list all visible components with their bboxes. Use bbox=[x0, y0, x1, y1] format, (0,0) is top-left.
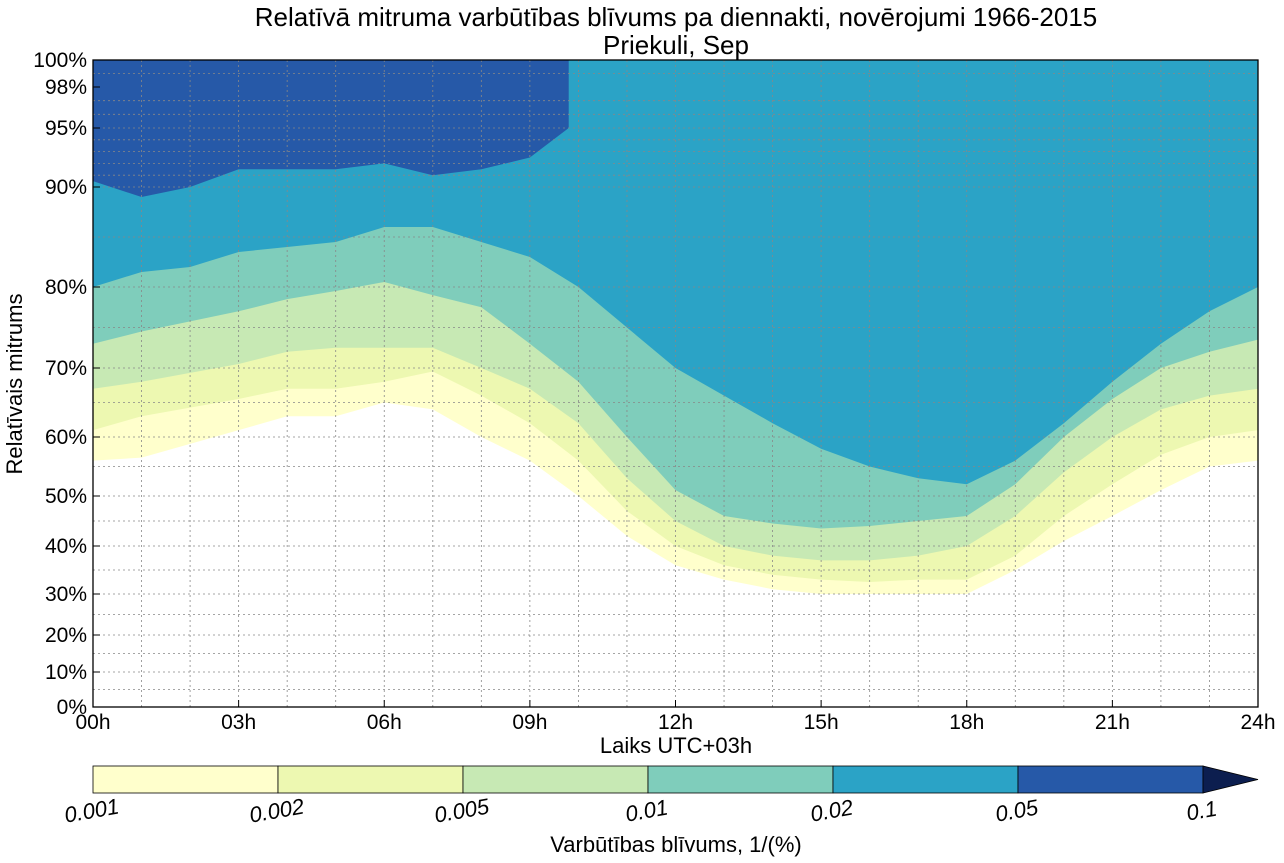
x-tick-label: 03h bbox=[221, 711, 256, 734]
colorbar-tick-label: 0.005 bbox=[432, 793, 491, 827]
x-axis-label: Laiks UTC+03h bbox=[600, 733, 752, 758]
x-tick-label: 09h bbox=[512, 711, 547, 734]
colorbar-segment bbox=[92, 765, 279, 794]
x-tick-label: 15h bbox=[804, 711, 839, 734]
colorbar-tick-label: 0.1 bbox=[1184, 796, 1218, 826]
x-tick-label: 12h bbox=[658, 711, 693, 734]
colorbar-extend-arrow bbox=[1202, 765, 1259, 794]
x-tick-label: 24h bbox=[1240, 711, 1275, 734]
grid-lines bbox=[93, 60, 1258, 707]
y-tick-label: 10% bbox=[45, 661, 87, 684]
x-tick-label: 21h bbox=[1095, 711, 1130, 734]
colorbar-segment bbox=[462, 765, 649, 794]
colorbar-segment bbox=[277, 765, 464, 794]
y-tick-label: 0% bbox=[57, 696, 87, 719]
colorbar: 0.001 0.002 0.005 0.01 0.02 0.05 0.1 bbox=[62, 765, 1259, 828]
colorbar-segment bbox=[832, 765, 1019, 794]
y-axis-label: Relatīvais mitrums bbox=[2, 294, 27, 475]
colorbar-tick-label: 0.002 bbox=[247, 794, 306, 828]
y-tick-label: 90% bbox=[45, 176, 87, 199]
colorbar-tick-label: 0.001 bbox=[62, 794, 121, 828]
y-tick-label: 98% bbox=[45, 76, 87, 99]
y-tick-label: 60% bbox=[45, 426, 87, 449]
y-tick-label: 50% bbox=[45, 485, 87, 508]
y-tick-label: 30% bbox=[45, 583, 87, 606]
x-tick-label: 18h bbox=[949, 711, 984, 734]
y-axis-ticks: 0% 10% 20% 30% 40% 50% 60% 70% 80% 90% 95% 98% 100% bbox=[33, 49, 100, 719]
colorbar-tick-label: 0.01 bbox=[623, 795, 670, 827]
y-tick-label: 80% bbox=[45, 276, 87, 299]
y-tick-label: 95% bbox=[45, 117, 87, 140]
colorbar-segment bbox=[1017, 765, 1204, 794]
colorbar-label: Varbūtības blīvums, 1/(%) bbox=[550, 832, 801, 857]
plot-area bbox=[93, 60, 1258, 707]
colorbar-tick-label: 0.02 bbox=[808, 795, 855, 827]
x-axis-ticks: 00h 03h 06h 09h 12h 15h 18h 21h 24h bbox=[75, 700, 1276, 734]
contour-region-0-05 bbox=[93, 60, 569, 197]
colorbar-tick-label: 0.05 bbox=[993, 794, 1040, 826]
chart-title: Relatīvā mitruma varbūtības blīvums pa d… bbox=[255, 2, 1098, 32]
x-tick-label: 00h bbox=[75, 711, 110, 734]
y-tick-label: 40% bbox=[45, 535, 87, 558]
colorbar-segment bbox=[647, 765, 834, 794]
x-tick-label: 06h bbox=[367, 711, 402, 734]
y-tick-label: 20% bbox=[45, 624, 87, 647]
y-tick-label: 100% bbox=[33, 49, 87, 72]
chart-subtitle: Priekuli, Sep bbox=[603, 30, 749, 60]
y-tick-label: 70% bbox=[45, 357, 87, 380]
